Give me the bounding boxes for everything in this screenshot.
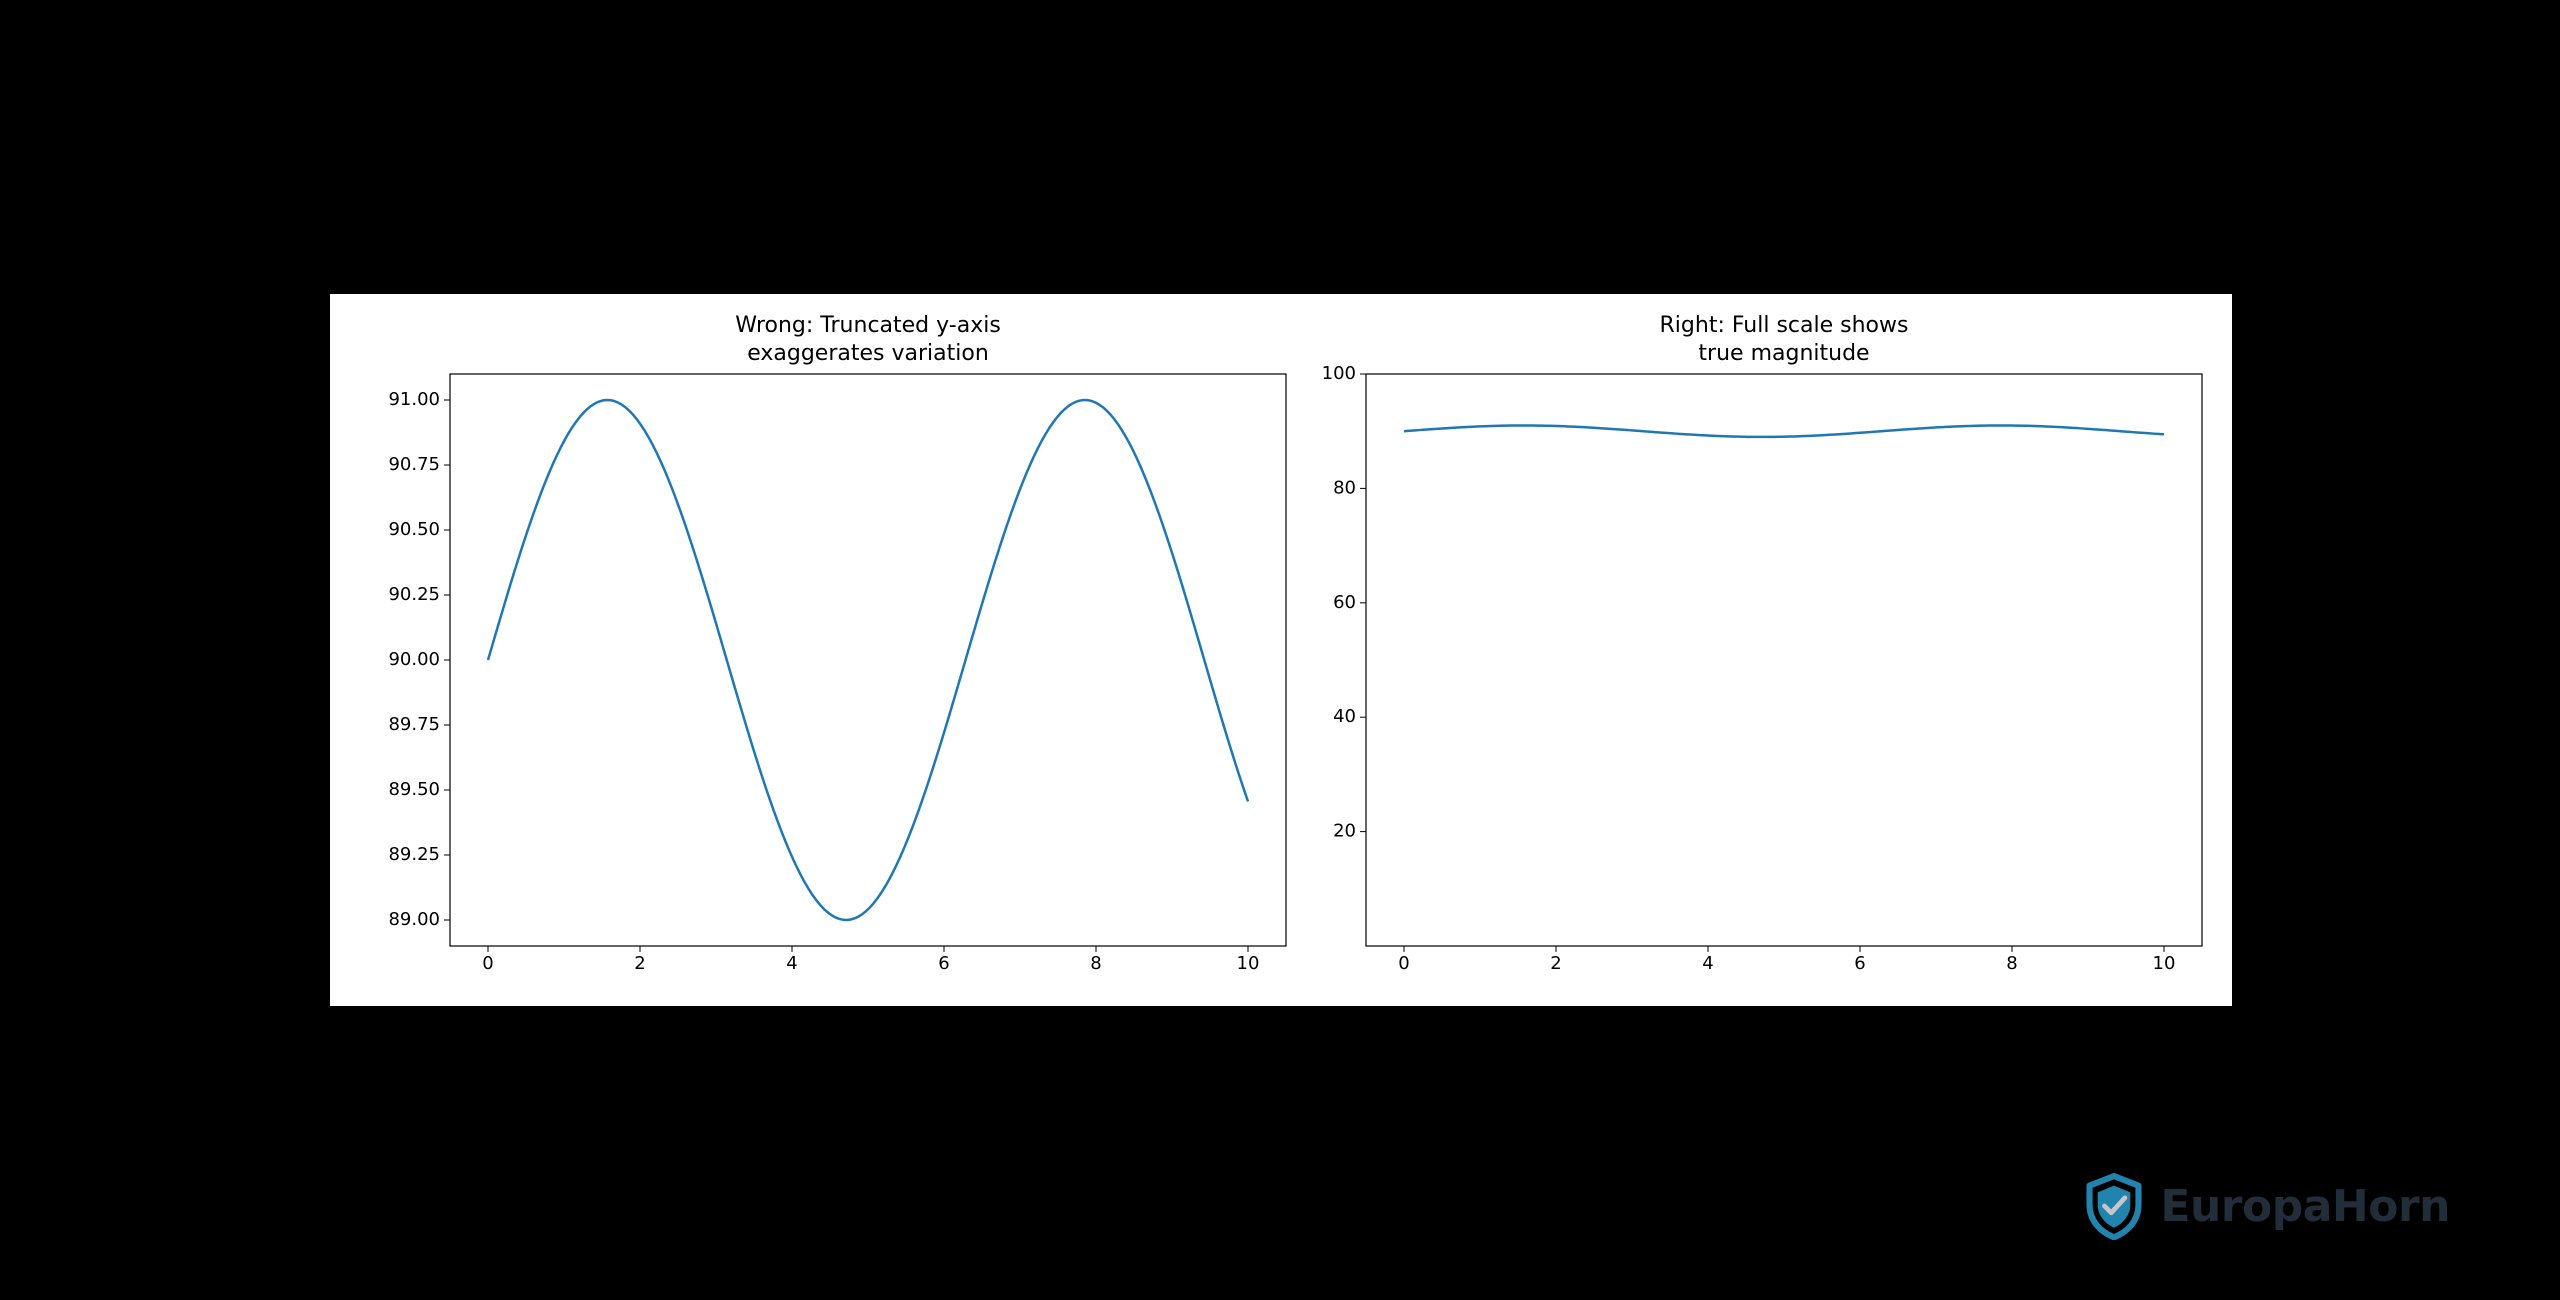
x-tick-label: 0 [1398, 953, 1409, 974]
y-tick-label: 40 [1333, 706, 1356, 727]
y-tick-label: 89.50 [388, 779, 440, 800]
series-line [1404, 425, 2164, 436]
right-chart-title: Right: Full scale shows true magnitude [1366, 312, 2202, 367]
y-tick-label: 20 [1333, 821, 1356, 842]
watermark-text: EuropaHorn [2160, 1181, 2450, 1232]
x-tick-label: 2 [634, 953, 645, 974]
left-chart-plot: 024681089.0089.2589.5089.7590.0090.2590.… [450, 374, 1286, 946]
figure-container: Wrong: Truncated y-axis exaggerates vari… [330, 294, 2232, 1006]
right-chart-svg: 024681020406080100 [1366, 374, 2202, 946]
y-tick-label: 90.50 [388, 519, 440, 540]
y-tick-label: 90.75 [388, 454, 440, 475]
x-tick-label: 10 [2153, 953, 2176, 974]
y-tick-label: 91.00 [388, 389, 440, 410]
watermark: EuropaHorn [2080, 1172, 2450, 1240]
x-tick-label: 4 [786, 953, 797, 974]
left-chart-svg: 024681089.0089.2589.5089.7590.0090.2590.… [450, 374, 1286, 946]
y-tick-label: 89.00 [388, 909, 440, 930]
x-tick-label: 6 [938, 953, 949, 974]
x-tick-label: 6 [1854, 953, 1865, 974]
x-tick-label: 0 [482, 953, 493, 974]
y-tick-label: 80 [1333, 477, 1356, 498]
right-chart-plot: 024681020406080100 [1366, 374, 2202, 946]
x-tick-label: 8 [2006, 953, 2017, 974]
left-chart-title: Wrong: Truncated y-axis exaggerates vari… [450, 312, 1286, 367]
x-tick-label: 4 [1702, 953, 1713, 974]
y-tick-label: 90.00 [388, 649, 440, 670]
y-tick-label: 60 [1333, 592, 1356, 613]
x-tick-label: 2 [1550, 953, 1561, 974]
x-tick-label: 8 [1090, 953, 1101, 974]
series-line [488, 400, 1248, 920]
y-tick-label: 89.25 [388, 844, 440, 865]
x-tick-label: 10 [1237, 953, 1260, 974]
shield-icon [2080, 1172, 2148, 1240]
y-tick-label: 90.25 [388, 584, 440, 605]
y-tick-label: 100 [1322, 363, 1356, 384]
y-tick-label: 89.75 [388, 714, 440, 735]
